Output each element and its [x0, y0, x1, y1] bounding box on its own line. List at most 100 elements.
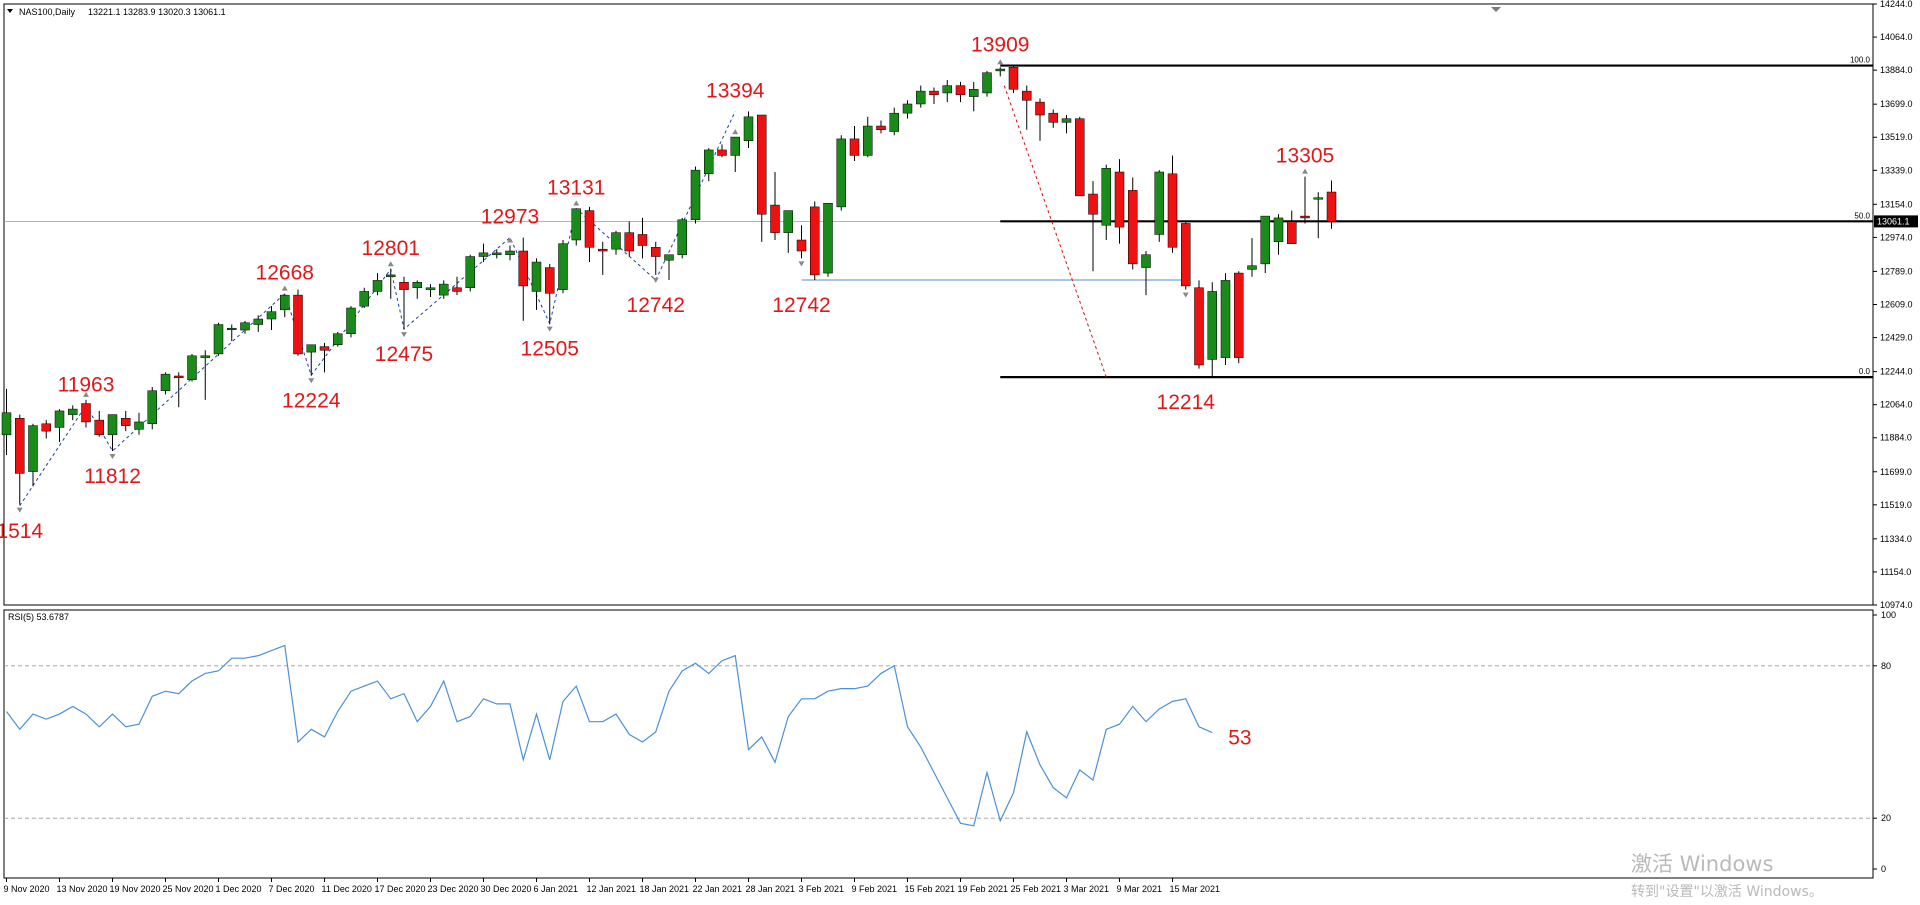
candle-body: [743, 116, 754, 141]
ohlc-header: 13221.1 13283.9 13020.3 13061.1: [88, 7, 226, 17]
pivot-label: 13305: [1276, 145, 1334, 168]
candle-body: [810, 206, 820, 276]
pivot-label: 13909: [971, 34, 1029, 57]
rsi-tick-label: 20: [1881, 813, 1891, 823]
candle-body: [531, 261, 542, 292]
pivot-label: 13394: [706, 79, 765, 102]
price-tick-label: 13339.0: [1880, 165, 1913, 175]
fractal-down-arrow: [401, 332, 407, 338]
candle-body: [1154, 171, 1164, 235]
price-tick-label: 12609.0: [1880, 300, 1913, 310]
price-tick-label: 12789.0: [1880, 266, 1913, 276]
candle-body: [1075, 118, 1085, 197]
top-marker-icon: [1491, 7, 1501, 12]
candle-body: [94, 419, 104, 436]
price-tick-label: 11884.0: [1880, 433, 1912, 443]
candle-body: [1260, 215, 1270, 265]
candle-body: [213, 324, 224, 355]
candle-body: [836, 138, 846, 208]
candle-body: [545, 267, 555, 294]
date-tick-label: 3 Feb 2021: [799, 884, 845, 894]
candle-body: [505, 250, 515, 255]
candle-body: [386, 274, 396, 277]
pivot-label: 1514: [0, 520, 43, 543]
price-tick-label: 13699.0: [1880, 99, 1913, 109]
candle-body: [1035, 101, 1045, 116]
candle-body: [849, 138, 860, 156]
price-tick-label: 14064.0: [1880, 32, 1913, 42]
candle-body: [81, 403, 91, 423]
candle-body: [955, 85, 966, 96]
candle-body: [1008, 66, 1019, 90]
candle-body: [372, 280, 383, 292]
current-price-box: [1874, 215, 1918, 228]
candle-body: [1300, 215, 1310, 219]
candle-body: [160, 373, 171, 391]
candle-body: [876, 125, 886, 130]
price-tick-label: 13884.0: [1880, 65, 1913, 75]
candle-body: [770, 204, 780, 233]
candle-body: [942, 85, 952, 94]
candle-body: [611, 232, 621, 250]
candle-body: [452, 287, 462, 292]
rsi-title: RSI(5) 53.6787: [8, 612, 69, 622]
date-tick-label: 17 Dec 2020: [375, 884, 426, 894]
fractal-up-arrow: [83, 391, 89, 397]
fractal-up-arrow: [387, 261, 394, 267]
candle-body: [333, 333, 343, 346]
candle-body: [227, 327, 237, 330]
candle-body: [1128, 190, 1138, 265]
price-tick-label: 12974.0: [1880, 232, 1913, 242]
date-tick-label: 13 Nov 2020: [57, 884, 108, 894]
price-tick-label: 11334.0: [1880, 534, 1912, 544]
candle-body: [346, 307, 356, 334]
date-tick-label: 9 Mar 2021: [1117, 884, 1163, 894]
date-tick-label: 30 Dec 2020: [481, 884, 532, 894]
candle-body: [929, 90, 939, 96]
fractal-down-arrow: [1182, 292, 1189, 298]
date-tick-label: 19 Nov 2020: [110, 884, 161, 894]
candle-body: [492, 252, 502, 255]
candle-body: [651, 247, 661, 257]
price-tick-label: 12064.0: [1880, 400, 1913, 410]
date-tick-label: 28 Jan 2021: [746, 884, 796, 894]
candle-body: [359, 291, 369, 307]
candle-body: [240, 322, 250, 331]
date-tick-label: 25 Nov 2020: [163, 884, 214, 894]
candle-body: [478, 252, 489, 257]
fractal-up-arrow: [507, 237, 513, 243]
candle-body: [558, 243, 568, 290]
candle-body: [1326, 191, 1337, 222]
price-tick-label: 11699.0: [1880, 467, 1912, 477]
candle-body: [15, 418, 25, 474]
fractal-up-arrow: [997, 59, 1004, 65]
candle-body: [889, 112, 899, 132]
header-dropdown-icon[interactable]: [7, 9, 13, 13]
date-tick-label: 7 Dec 2020: [269, 884, 315, 894]
rsi-tick-label: 100: [1881, 610, 1896, 620]
fractal-up-arrow: [573, 200, 580, 206]
candle-body: [796, 239, 807, 252]
candle-body: [439, 283, 449, 296]
candle-body: [1287, 221, 1297, 244]
candle-body: [293, 294, 303, 355]
candle-body: [1207, 291, 1217, 360]
price-tick-label: 11519.0: [1880, 500, 1912, 510]
pivot-label: 12973: [481, 206, 539, 229]
fractal-up-arrow: [1302, 168, 1308, 174]
candle-body: [637, 234, 648, 246]
candle-body: [757, 114, 767, 215]
fib-level-label: 0.0: [1859, 367, 1871, 376]
candle-body: [465, 256, 475, 289]
candle-body: [1088, 193, 1098, 215]
price-tick-label: 14244.0: [1880, 0, 1913, 9]
price-tick-label: 11154.0: [1880, 567, 1911, 577]
pivot-label: 12742: [772, 294, 830, 317]
candle-body: [1247, 265, 1257, 270]
rsi-last-label: 53: [1228, 727, 1251, 750]
date-tick-label: 25 Feb 2021: [1011, 884, 1062, 894]
candle-body: [995, 68, 1005, 72]
price-tick-label: 13519.0: [1880, 132, 1913, 142]
candle-body: [1194, 287, 1204, 366]
candle-body: [916, 90, 926, 105]
